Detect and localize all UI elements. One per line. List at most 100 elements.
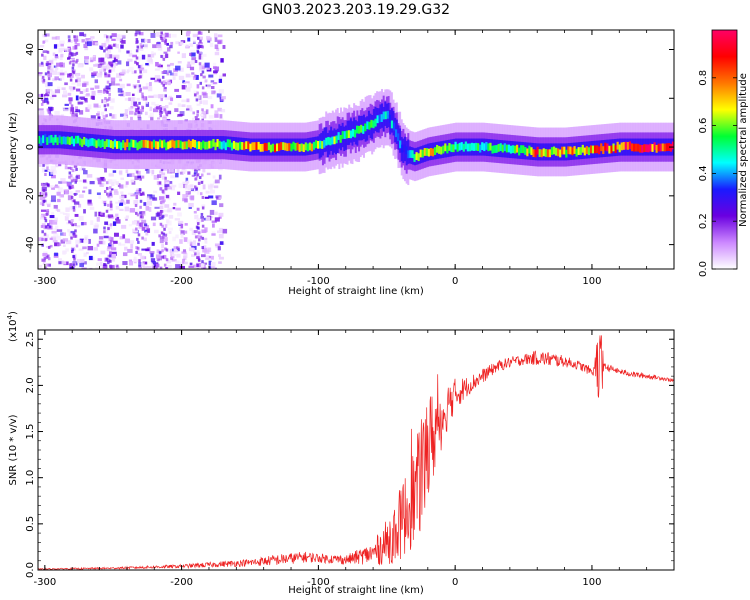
noise-speckle <box>144 229 150 233</box>
noise-speckle <box>145 62 149 66</box>
noise-speckle <box>75 95 79 101</box>
noise-speckle <box>66 240 72 245</box>
ridge-core <box>557 148 560 157</box>
ridge-core <box>156 141 160 150</box>
ridge-core <box>641 144 644 153</box>
ridge-core <box>171 139 174 148</box>
noise-speckle <box>172 206 176 210</box>
noise-speckle <box>104 108 107 112</box>
noise-speckle <box>42 80 45 84</box>
noise-speckle <box>84 41 89 45</box>
noise-speckle <box>141 175 145 179</box>
ridge-core <box>296 142 299 151</box>
noise-speckle <box>202 93 208 99</box>
noise-speckle <box>73 38 79 42</box>
noise-speckle <box>72 206 76 210</box>
noise-speckle <box>165 181 171 185</box>
noise-speckle <box>106 248 111 252</box>
noise-speckle <box>162 83 165 87</box>
ridge-core <box>438 146 441 154</box>
noise-speckle <box>196 91 199 95</box>
ridge-core <box>433 147 437 155</box>
ridge-core <box>195 141 199 150</box>
noise-speckle <box>75 244 79 248</box>
noise-speckle <box>56 62 62 67</box>
ridge-core <box>388 114 392 123</box>
noise-speckle <box>99 182 104 187</box>
noise-speckle <box>82 190 86 193</box>
noise-speckle <box>106 49 112 54</box>
noise-speckle <box>42 259 46 265</box>
ridge-core <box>167 141 170 150</box>
noise-speckle <box>204 240 208 244</box>
noise-speckle <box>196 113 199 117</box>
noise-speckle <box>40 182 44 186</box>
noise-speckle <box>99 266 105 269</box>
noise-speckle <box>116 73 122 78</box>
noise-speckle <box>139 255 145 260</box>
noise-speckle <box>172 236 176 242</box>
noise-speckle <box>206 67 210 70</box>
noise-speckle <box>111 67 116 72</box>
noise-speckle <box>135 103 139 107</box>
noise-speckle <box>54 76 59 81</box>
noise-speckle <box>138 101 141 105</box>
noise-speckle <box>102 99 107 104</box>
noise-speckle <box>138 84 142 88</box>
noise-speckle <box>136 246 140 250</box>
noise-speckle <box>94 79 99 84</box>
ridge-core <box>222 140 225 149</box>
noise-speckle <box>110 81 116 86</box>
ridge-core <box>501 144 504 153</box>
ridge-core <box>524 147 527 155</box>
noise-speckle <box>107 54 113 59</box>
noise-speckle <box>208 266 212 269</box>
noise-speckle <box>143 213 147 217</box>
noise-speckle <box>137 175 142 179</box>
ridge-core <box>200 142 203 150</box>
noise-speckle <box>185 191 189 197</box>
noise-speckle <box>74 222 77 226</box>
noise-speckle <box>139 43 143 47</box>
noise-speckle <box>180 223 184 229</box>
ridge-core <box>419 149 422 158</box>
noise-speckle <box>109 259 112 263</box>
noise-speckle <box>141 226 146 231</box>
noise-speckle <box>71 169 75 173</box>
ridge-core <box>115 141 119 149</box>
noise-speckle <box>44 173 47 177</box>
ridge-core <box>103 141 106 149</box>
noise-speckle <box>126 83 131 87</box>
noise-speckle <box>185 81 190 84</box>
noise-speckle <box>38 237 43 242</box>
ridge-core <box>204 141 207 150</box>
noise-speckle <box>165 53 169 58</box>
noise-speckle <box>73 69 76 73</box>
noise-speckle <box>78 194 84 198</box>
noise-speckle <box>42 50 48 53</box>
ridge-core <box>358 125 361 134</box>
ridge-core <box>645 144 648 153</box>
noise-speckle <box>105 186 109 190</box>
noise-speckle <box>54 225 59 231</box>
noise-speckle <box>81 74 85 79</box>
ridge-core <box>555 147 558 156</box>
noise-speckle <box>212 62 217 67</box>
noise-speckle <box>42 189 46 193</box>
noise-speckle <box>134 60 137 64</box>
noise-speckle <box>198 30 201 34</box>
noise-speckle <box>93 228 98 234</box>
noise-speckle <box>105 38 110 43</box>
ridge-core <box>81 139 84 147</box>
noise-speckle <box>109 190 113 194</box>
noise-speckle <box>121 69 126 75</box>
noise-speckle <box>138 75 142 79</box>
noise-speckle <box>185 181 189 185</box>
noise-speckle <box>216 93 222 98</box>
ridge-core <box>113 139 117 148</box>
ridge-core <box>273 144 277 153</box>
ridge-core <box>128 142 131 151</box>
noise-speckle <box>164 247 167 251</box>
noise-speckle <box>42 252 48 257</box>
noise-speckle <box>59 194 64 198</box>
